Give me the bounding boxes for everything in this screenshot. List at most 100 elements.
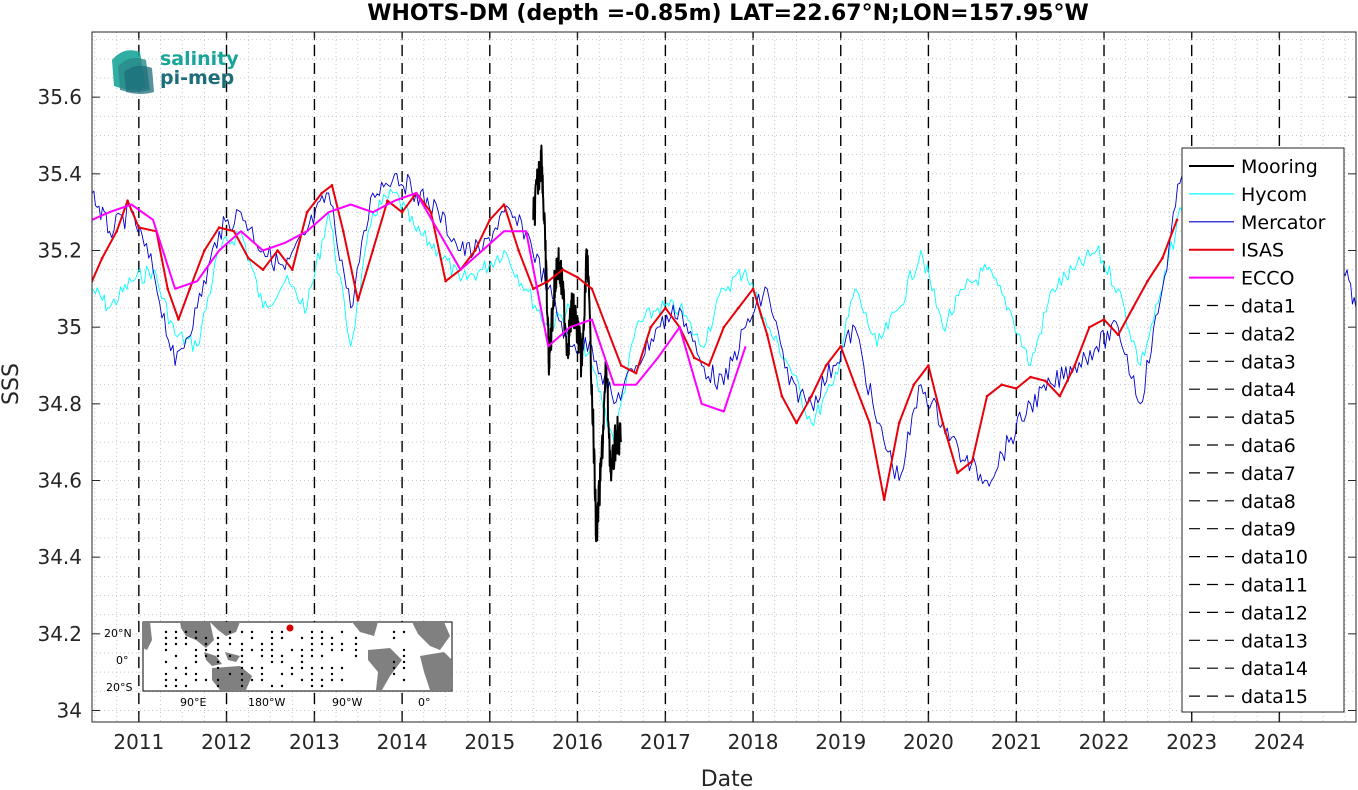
- series-isas-point: [839, 345, 843, 348]
- y-tick-label: 35: [57, 315, 82, 339]
- series-isas-point: [1116, 333, 1120, 337]
- inset-station-dot: [392, 672, 396, 676]
- legend-label-mercator: Mercator: [1241, 212, 1326, 234]
- inset-station-dot: [402, 678, 406, 682]
- y-tick-label: 35.6: [37, 85, 82, 109]
- inset-station-dot: [228, 654, 232, 658]
- inset-station-dot: [290, 666, 294, 670]
- inset-station-dot: [310, 648, 314, 652]
- inset-station-dot: [194, 630, 198, 634]
- series-isas-point: [722, 325, 726, 329]
- inset-station-dot: [260, 678, 264, 682]
- inset-station-dot: [402, 660, 406, 664]
- inset-station-dot: [270, 636, 274, 640]
- series-isas-point: [1131, 306, 1135, 310]
- series-isas-point: [882, 498, 886, 501]
- series-isas-point: [1043, 379, 1047, 383]
- legend-label-data13: data13: [1241, 630, 1308, 652]
- inset-station-dot: [240, 648, 244, 652]
- inset-station-dot: [340, 648, 344, 652]
- series-isas-point: [217, 226, 221, 229]
- inset-station-dot: [270, 684, 274, 688]
- inset-station-dot: [240, 660, 244, 664]
- inset-lat-label: 20°N: [104, 627, 132, 640]
- inset-station-dot: [250, 648, 254, 652]
- inset-station-dot: [228, 636, 232, 640]
- x-tick-label: 2012: [201, 730, 252, 754]
- inset-station-dot: [250, 678, 254, 682]
- inset-station-dot: [260, 666, 264, 670]
- inset-station-dot: [174, 684, 178, 688]
- inset-lon-label: 180°W: [248, 696, 285, 709]
- series-isas-point: [1073, 364, 1077, 367]
- series-isas-point: [1015, 387, 1018, 390]
- inset-station-dot: [216, 678, 220, 682]
- inset-station-dot: [310, 684, 314, 688]
- series-isas-point: [927, 364, 930, 367]
- legend-label-data1: data1: [1241, 296, 1296, 318]
- inset-station-dot: [270, 642, 274, 646]
- inset-station-dot: [240, 684, 244, 688]
- series-isas-point: [305, 210, 309, 214]
- y-tick-label: 34.4: [37, 545, 82, 569]
- x-tick-label: 2016: [552, 730, 603, 754]
- series-isas-point: [247, 256, 250, 260]
- inset-station-dot: [174, 678, 178, 682]
- series-isas-point: [897, 421, 901, 425]
- inset-station-dot: [260, 642, 264, 646]
- inset-station-dot: [240, 642, 244, 646]
- series-isas-point: [1146, 279, 1149, 283]
- inset-station-dot: [164, 636, 168, 640]
- series-isas-point: [1102, 318, 1106, 321]
- inset-station-dot: [164, 660, 168, 664]
- inset-station-dot: [320, 642, 324, 646]
- series-isas-point: [188, 287, 192, 291]
- series-isas-point: [502, 203, 506, 206]
- series-isas-point: [561, 268, 565, 271]
- inset-station-dot: [184, 684, 188, 688]
- inset-station-dot: [228, 672, 232, 676]
- legend-label-isas: ISAS: [1241, 240, 1284, 262]
- inset-station-dot: [300, 660, 304, 664]
- inset-station-dot: [204, 654, 208, 658]
- legend-label-data6: data6: [1241, 435, 1296, 457]
- series-isas-point: [1000, 383, 1003, 386]
- inset-station-dot: [184, 666, 188, 670]
- legend-label-data14: data14: [1241, 658, 1308, 680]
- inset-station-dot: [194, 654, 198, 658]
- inset-station-dot: [402, 648, 406, 652]
- series-isas-point: [1029, 375, 1032, 379]
- inset-station-dot: [184, 630, 188, 634]
- series-isas-point: [261, 268, 265, 271]
- inset-station-dot: [184, 636, 188, 640]
- x-tick-label: 2021: [991, 730, 1042, 754]
- inset-station-dot: [204, 636, 208, 640]
- series-isas-point: [488, 218, 492, 222]
- logo-wave-icon: [112, 50, 154, 94]
- inset-station-dot: [250, 636, 254, 640]
- inset-station-dot: [310, 666, 314, 670]
- logo: salinity pi-mep: [112, 48, 239, 94]
- legend-label-data10: data10: [1241, 547, 1308, 569]
- inset-station-dot: [330, 678, 334, 682]
- inset-station-dot: [300, 636, 304, 640]
- x-tick-label: 2014: [377, 730, 428, 754]
- inset-station-dot: [310, 636, 314, 640]
- inset-station-dot: [280, 672, 284, 676]
- inset-station-dot: [320, 630, 324, 634]
- inset-station-dot: [300, 666, 304, 670]
- inset-station-dot: [280, 636, 284, 640]
- inset-station-dot: [240, 678, 244, 682]
- inset-station-dot: [204, 642, 208, 646]
- series-isas-point: [400, 210, 404, 214]
- series-isas-point: [341, 230, 345, 233]
- legend-label-data5: data5: [1241, 407, 1296, 429]
- series-isas-point: [276, 249, 279, 252]
- series-isas-point: [780, 394, 784, 398]
- plot-frame: [91, 31, 1357, 723]
- inset-station-dot: [402, 654, 406, 658]
- inset-stations: [164, 630, 406, 688]
- series-isas-point: [320, 191, 324, 195]
- series-isas-point: [853, 383, 857, 386]
